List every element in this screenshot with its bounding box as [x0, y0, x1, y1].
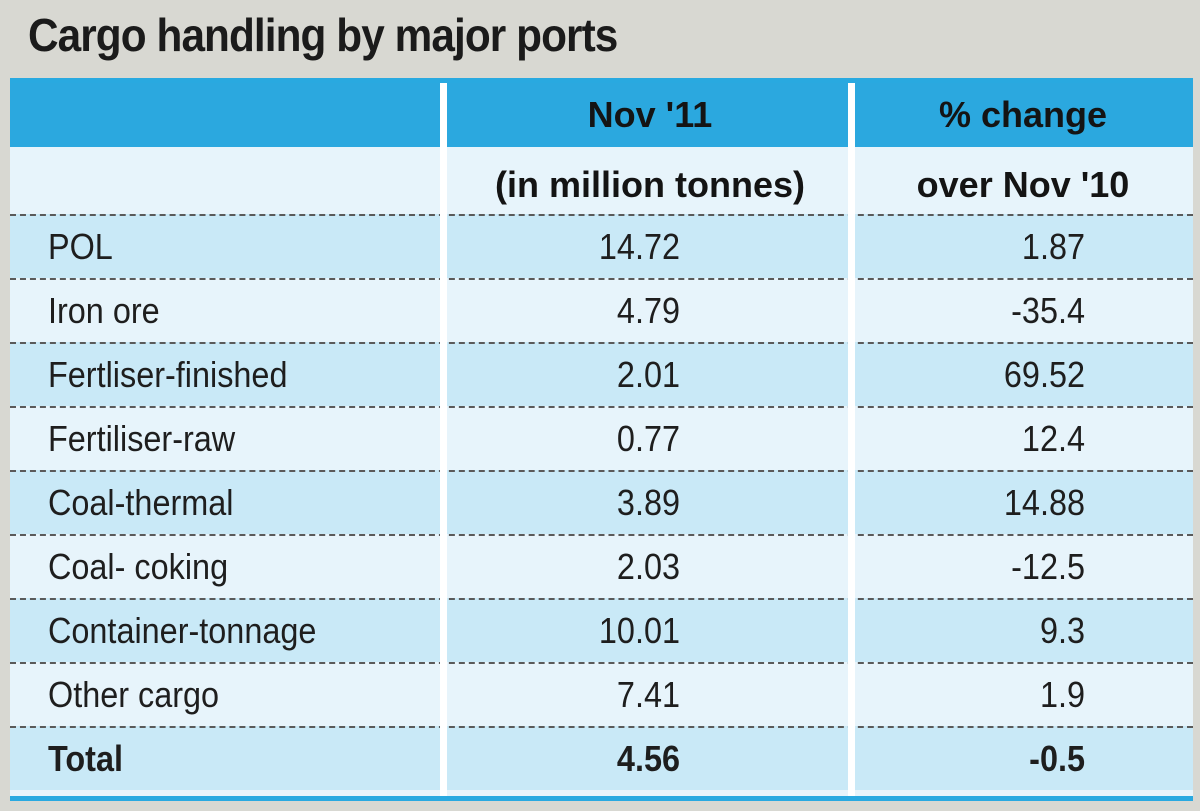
nov11-value: 7.41: [616, 674, 680, 715]
change-value: 9.3: [1039, 610, 1085, 651]
change-value: 12.4: [1021, 418, 1085, 459]
table-row: Container-tonnage 10.01 9.3: [10, 598, 1193, 662]
table-row: Coal-thermal 3.89 14.88: [10, 470, 1193, 534]
nov11-value: 2.01: [616, 354, 680, 395]
nov11-value: 4.56: [616, 738, 680, 779]
row-label: Coal- coking: [48, 546, 229, 587]
table-row: POL 14.72 1.87: [10, 214, 1193, 278]
data-table: Nov '11 (in million tonnes) % change ove…: [10, 78, 1193, 801]
change-value: 14.88: [1003, 482, 1085, 523]
col-nov11-subheader: (in million tonnes): [495, 164, 805, 205]
change-value: 1.9: [1039, 674, 1085, 715]
table-row: Fertiliser-raw 0.77 12.4: [10, 406, 1193, 470]
table-row: Coal- coking 2.03 -12.5: [10, 534, 1193, 598]
change-value: -35.4: [1011, 290, 1085, 331]
col-change-header: % change: [938, 94, 1108, 135]
nov11-value: 10.01: [598, 610, 680, 651]
nov11-value: 14.72: [598, 226, 680, 267]
change-value: 1.87: [1021, 226, 1085, 267]
nov11-value: 2.03: [616, 546, 680, 587]
total-row: Total 4.56 -0.5: [10, 726, 1193, 790]
column-divider: [440, 83, 447, 796]
change-value: -12.5: [1011, 546, 1085, 587]
row-label: Total: [48, 738, 123, 779]
row-label: POL: [48, 226, 113, 267]
col-change-subheader: over Nov '10: [916, 164, 1130, 205]
column-divider: [848, 83, 855, 796]
table-row: Other cargo 7.41 1.9: [10, 662, 1193, 726]
row-label: Coal-thermal: [48, 482, 234, 523]
row-label: Iron ore: [48, 290, 160, 331]
nov11-value: 4.79: [616, 290, 680, 331]
header-band: [10, 83, 1193, 147]
nov11-value: 0.77: [616, 418, 680, 459]
row-label: Fertiliser-raw: [48, 418, 236, 459]
nov11-value: 3.89: [616, 482, 680, 523]
row-label: Fertliser-finished: [48, 354, 288, 395]
row-label: Other cargo: [48, 674, 220, 715]
row-label: Container-tonnage: [48, 610, 317, 651]
change-value: 69.52: [1003, 354, 1085, 395]
table-row: Fertliser-finished 2.01 69.52: [10, 342, 1193, 406]
chart-title: Cargo handling by major ports: [28, 9, 618, 61]
table-row: Iron ore 4.79 -35.4: [10, 278, 1193, 342]
col-nov11-header: Nov '11: [587, 94, 713, 135]
change-value: -0.5: [1029, 738, 1085, 779]
